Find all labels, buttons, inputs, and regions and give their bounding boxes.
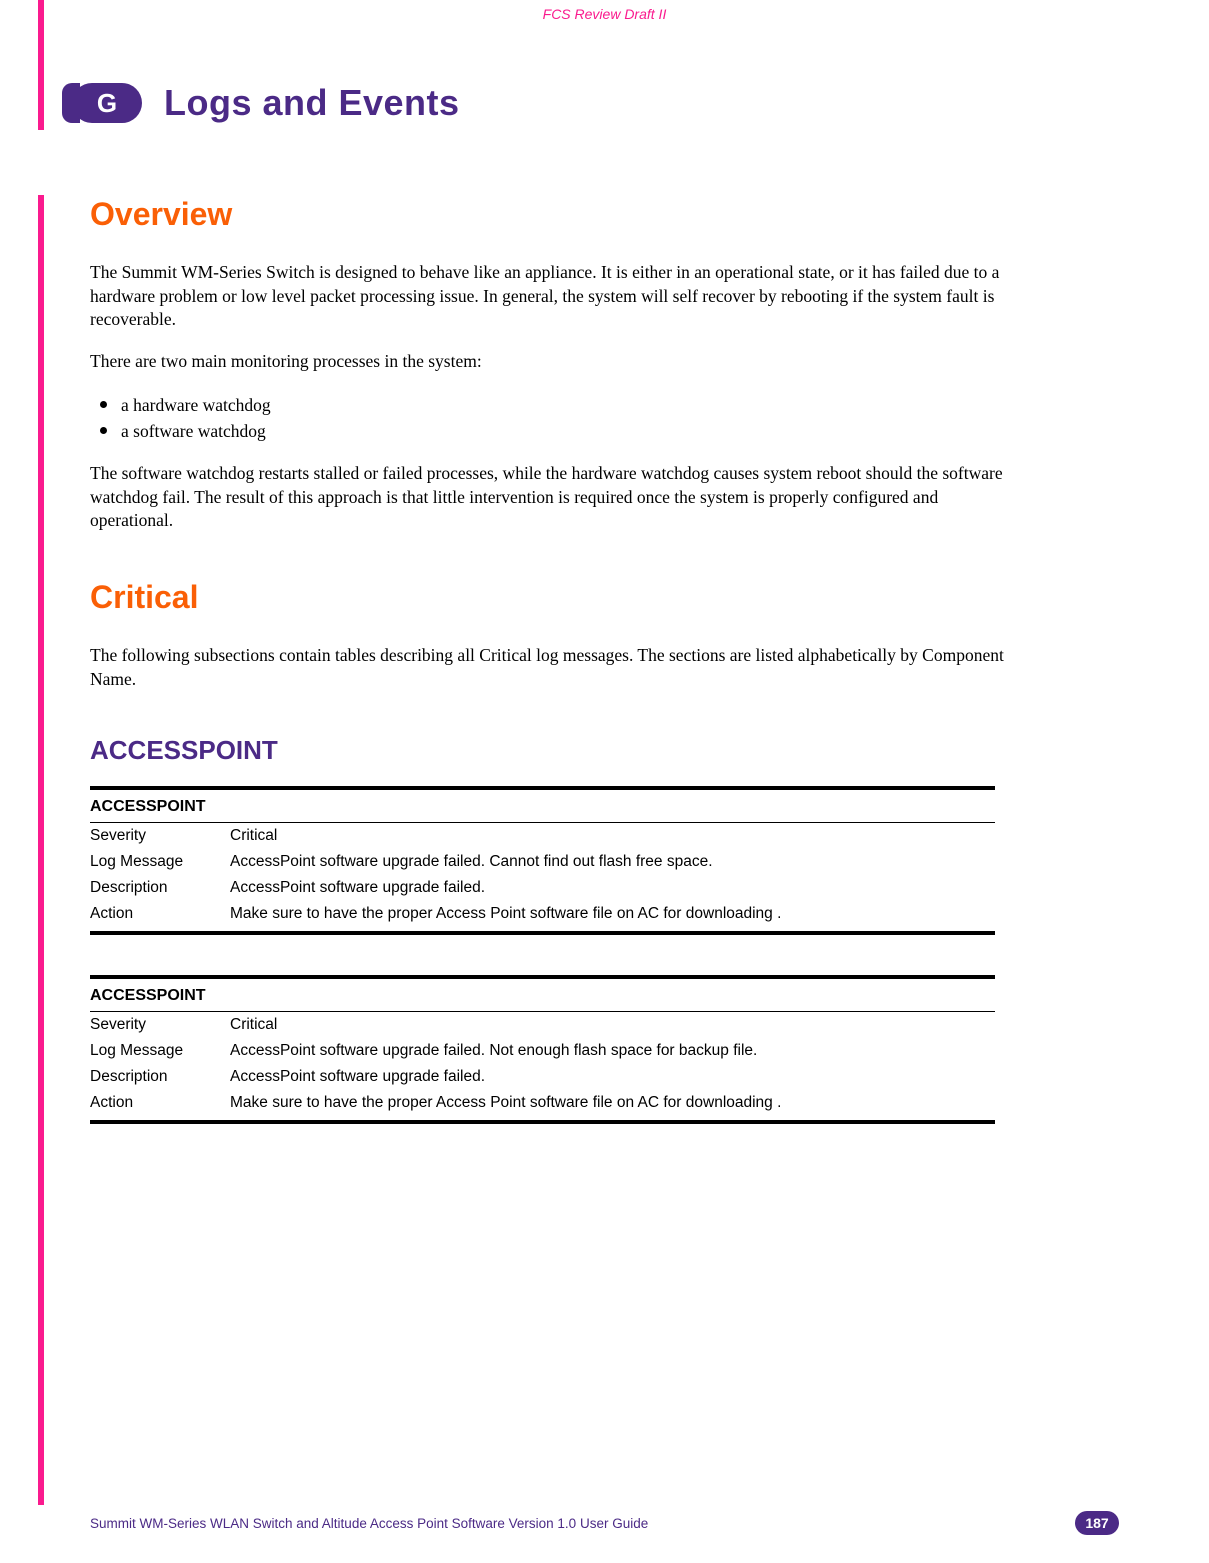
- section-accesspoint: ACCESSPOINT ACCESSPOINT Severity Critica…: [90, 735, 1119, 1124]
- bullet-text: a software watchdog: [121, 418, 266, 444]
- row-label: Log Message: [90, 853, 230, 871]
- table-title: ACCESSPOINT: [90, 786, 995, 822]
- list-item: a software watchdog: [100, 418, 1119, 444]
- change-bar-top: [38, 0, 44, 130]
- table-row: Action Make sure to have the proper Acce…: [90, 1090, 995, 1124]
- log-table-1: ACCESSPOINT Severity Critical Log Messag…: [90, 786, 995, 935]
- row-label: Action: [90, 905, 230, 923]
- table-title: ACCESSPOINT: [90, 975, 995, 1011]
- overview-para-1: The Summit WM-Series Switch is designed …: [90, 261, 1015, 332]
- bullet-icon: [100, 427, 107, 434]
- overview-para-3: The software watchdog restarts stalled o…: [90, 462, 1015, 533]
- chapter-title: Logs and Events: [164, 82, 460, 124]
- row-value: Critical: [230, 1016, 277, 1034]
- row-value: AccessPoint software upgrade failed.: [230, 1068, 485, 1086]
- change-bar-bottom: [38, 195, 44, 1505]
- row-value: Critical: [230, 827, 277, 845]
- table-row: Severity Critical: [90, 822, 995, 849]
- table-row: Description AccessPoint software upgrade…: [90, 1064, 995, 1090]
- heading-overview: Overview: [90, 196, 1119, 233]
- table-row: Action Make sure to have the proper Acce…: [90, 901, 995, 935]
- table-row: Log Message AccessPoint software upgrade…: [90, 1038, 995, 1064]
- row-label: Severity: [90, 1016, 230, 1034]
- row-value: AccessPoint software upgrade failed. Can…: [230, 853, 713, 871]
- table-row: Description AccessPoint software upgrade…: [90, 875, 995, 901]
- row-value: Make sure to have the proper Access Poin…: [230, 905, 781, 923]
- row-label: Description: [90, 879, 230, 897]
- critical-para-1: The following subsections contain tables…: [90, 644, 1015, 691]
- log-table-2: ACCESSPOINT Severity Critical Log Messag…: [90, 975, 995, 1124]
- draft-header: FCS Review Draft II: [90, 0, 1119, 82]
- row-label: Action: [90, 1094, 230, 1112]
- chapter-header: G Logs and Events: [72, 82, 1119, 124]
- row-label: Description: [90, 1068, 230, 1086]
- row-label: Log Message: [90, 1042, 230, 1060]
- chapter-badge: G: [72, 83, 142, 123]
- row-value: AccessPoint software upgrade failed.: [230, 879, 485, 897]
- row-value: Make sure to have the proper Access Poin…: [230, 1094, 781, 1112]
- heading-critical: Critical: [90, 579, 1119, 616]
- section-overview: Overview The Summit WM-Series Switch is …: [90, 196, 1119, 533]
- bullet-text: a hardware watchdog: [121, 392, 271, 418]
- page-footer: Summit WM-Series WLAN Switch and Altitud…: [90, 1511, 1119, 1535]
- footer-text: Summit WM-Series WLAN Switch and Altitud…: [90, 1516, 648, 1531]
- page: FCS Review Draft II G Logs and Events Ov…: [0, 0, 1209, 1563]
- bullet-icon: [100, 401, 107, 408]
- heading-accesspoint: ACCESSPOINT: [90, 735, 1119, 766]
- overview-bullets: a hardware watchdog a software watchdog: [90, 392, 1119, 445]
- table-row: Log Message AccessPoint software upgrade…: [90, 849, 995, 875]
- row-value: AccessPoint software upgrade failed. Not…: [230, 1042, 757, 1060]
- page-number-badge: 187: [1075, 1511, 1119, 1535]
- overview-para-2: There are two main monitoring processes …: [90, 350, 1015, 374]
- row-label: Severity: [90, 827, 230, 845]
- list-item: a hardware watchdog: [100, 392, 1119, 418]
- section-critical: Critical The following subsections conta…: [90, 579, 1119, 691]
- table-row: Severity Critical: [90, 1011, 995, 1038]
